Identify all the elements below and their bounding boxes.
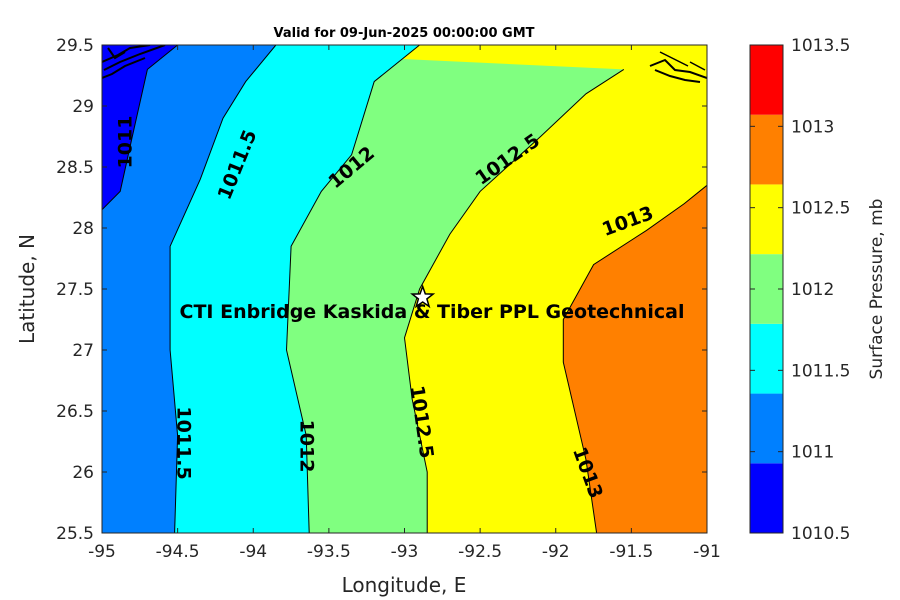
colorbar-segment: [750, 393, 783, 464]
y-axis: 25.5 26 26.5 27 27.5 28 28.5 29 29.5: [56, 36, 707, 544]
contour-line-1011: [102, 45, 178, 211]
colorbar-segment: [750, 184, 783, 255]
y-tick-label: 28: [72, 219, 94, 239]
y-tick-label: 27: [72, 341, 94, 361]
contour-line-1013: [562, 184, 707, 533]
contour-label: 1011: [115, 116, 137, 169]
y-tick-label: 28.5: [56, 158, 94, 178]
contour-line-1012: [285, 45, 420, 533]
colorbar-segment: [750, 323, 783, 394]
fill-band-1011: [102, 45, 276, 533]
y-axis-title: Latitude, N: [15, 234, 39, 344]
contour-label: 1012: [296, 420, 318, 473]
coastline: [102, 45, 707, 83]
y-tick-label: 26.5: [56, 402, 94, 422]
contour-line-1012-5: [403, 68, 625, 533]
fill-band-1010-5: [102, 45, 178, 210]
colorbar-segment: [750, 463, 783, 533]
plot-title: Valid for 09-Jun-2025 00:00:00 GMT: [274, 26, 535, 41]
y-tick-label: 26: [72, 463, 94, 483]
x-tick-label: -92: [542, 542, 570, 562]
x-tick-label: -94: [239, 542, 267, 562]
colorbar-segment: [750, 114, 783, 185]
colorbar-tick-label: 1013: [791, 117, 834, 137]
y-tick-label: 29: [72, 97, 94, 117]
colorbar: 1010.5 1011 1011.5 1012 1012.5 1013 1013.5: [749, 36, 850, 544]
colorbar-tick-label: 1013.5: [791, 36, 850, 56]
y-tick-label: 25.5: [56, 524, 94, 544]
x-tick-label: -92.5: [458, 542, 502, 562]
colorbar-segment: [750, 254, 783, 324]
x-tick-label: -91.5: [609, 542, 653, 562]
colorbar-tick-label: 1011: [791, 443, 834, 463]
y-tick-label: 29.5: [56, 36, 94, 56]
x-tick-label: -95: [88, 542, 116, 562]
colorbar-title: Surface Pressure, mb: [867, 199, 887, 380]
x-tick-label: -94.5: [156, 542, 200, 562]
contour-label: 1011.5: [173, 406, 195, 479]
x-tick-label: -93: [391, 542, 419, 562]
contour-line-1011-5: [169, 45, 277, 533]
colorbar-segment: [750, 45, 783, 115]
x-axis-title: Longitude, E: [342, 573, 467, 597]
x-tick-label: -91: [693, 542, 721, 562]
colorbar-tick-label: 1011.5: [791, 361, 850, 381]
colorbar-tick-label: 1010.5: [791, 524, 850, 544]
site-label: CTI Enbridge Kaskida & Tiber PPL Geotech…: [180, 301, 685, 323]
site-marker-group: CTI Enbridge Kaskida & Tiber PPL Geotech…: [180, 284, 685, 323]
y-tick-label: 27.5: [56, 280, 94, 300]
colorbar-tick-label: 1012.5: [791, 199, 850, 219]
x-tick-label: -93.5: [307, 542, 351, 562]
plot-area: [101, 44, 708, 534]
colorbar-tick-label: 1012: [791, 280, 834, 300]
star-icon: [410, 284, 436, 309]
x-axis: -95 -94.5 -94 -93.5 -93 -92.5 -92 -91.5 -91: [88, 45, 721, 562]
